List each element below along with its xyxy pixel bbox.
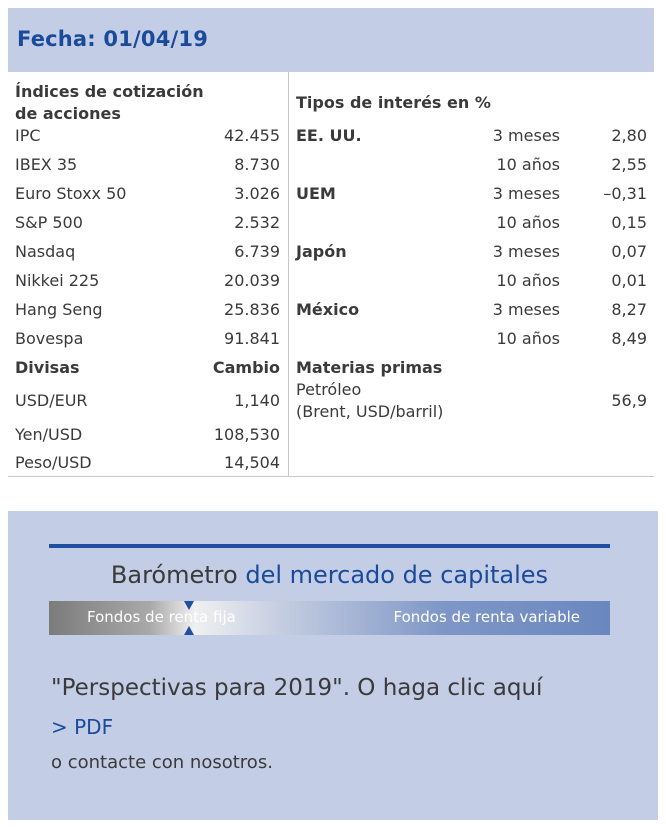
rate-term: 10 años — [496, 329, 560, 348]
index-name: Bovespa — [15, 329, 84, 348]
barometro-title: Barómetro del mercado de capitales — [49, 560, 610, 590]
indices-heading-line1: Índices de cotización — [15, 82, 204, 101]
index-value: 91.841 — [224, 329, 280, 348]
index-value: 8.730 — [234, 155, 280, 174]
date-header: Fecha: 01/04/19 — [8, 8, 654, 72]
panel-top-rule — [49, 544, 610, 548]
pdf-link[interactable]: > PDF — [51, 715, 114, 739]
index-name: S&P 500 — [15, 213, 83, 232]
bar-label-renta-variable: Fondos de renta variable — [393, 608, 580, 626]
rate-region: Japón — [296, 242, 347, 261]
cambio-heading: Cambio — [212, 358, 280, 377]
index-name: Euro Stoxx 50 — [15, 184, 127, 203]
index-name: Hang Seng — [15, 300, 103, 319]
indices-heading-line2: de acciones — [15, 104, 121, 123]
perspectivas-text: "Perspectivas para 2019". O haga clic aq… — [51, 675, 543, 701]
index-value: 25.836 — [224, 300, 280, 319]
currency-name: USD/EUR — [15, 391, 88, 410]
index-value: 2.532 — [234, 213, 280, 232]
barometro-title-part1: Barómetro — [110, 561, 238, 589]
rate-value: 0,01 — [611, 271, 647, 290]
index-name: Nasdaq — [15, 242, 76, 261]
rate-value: 8,49 — [611, 329, 647, 348]
commodity-value: 56,9 — [611, 391, 647, 410]
bar-label-renta-fija: Fondos de renta fija — [87, 608, 236, 626]
currency-name: Peso/USD — [15, 453, 92, 472]
rate-value: 0,07 — [611, 242, 647, 261]
index-name: IPC — [15, 126, 41, 145]
rate-region: EE. UU. — [296, 126, 362, 145]
rate-value: –0,31 — [603, 184, 647, 203]
rate-term: 3 meses — [492, 184, 560, 203]
contact-text: o contacte con nosotros. — [51, 752, 273, 773]
currency-value: 108,530 — [213, 425, 280, 444]
currency-value: 1,140 — [234, 391, 280, 410]
index-value: 3.026 — [234, 184, 280, 203]
index-value: 6.739 — [234, 242, 280, 261]
currency-value: 14,504 — [224, 453, 280, 472]
rate-region: México — [296, 300, 360, 319]
rate-term: 3 meses — [492, 242, 560, 261]
column-divider — [288, 72, 289, 476]
position-marker-icon — [184, 601, 194, 635]
commodity-name: Petróleo — [296, 380, 362, 399]
rate-value: 2,55 — [611, 155, 647, 174]
rate-term: 3 meses — [492, 300, 560, 319]
rate-term: 10 años — [496, 271, 560, 290]
divisas-heading: Divisas — [15, 358, 80, 377]
rate-value: 8,27 — [611, 300, 647, 319]
fund-gradient-bar: Fondos de renta fija Fondos de renta var… — [49, 601, 610, 635]
date-title: Fecha: 01/04/19 — [17, 27, 209, 51]
rate-value: 0,15 — [611, 213, 647, 232]
rate-value: 2,80 — [611, 126, 647, 145]
barometro-title-part2: del mercado de capitales — [245, 561, 549, 589]
index-value: 20.039 — [224, 271, 280, 290]
rate-term: 3 meses — [492, 126, 560, 145]
table-bottom-rule — [8, 476, 654, 477]
rate-term: 10 años — [496, 213, 560, 232]
index-value: 42.455 — [224, 126, 280, 145]
rate-term: 10 años — [496, 155, 560, 174]
index-name: IBEX 35 — [15, 155, 78, 174]
index-name: Nikkei 225 — [15, 271, 100, 290]
materias-heading: Materias primas — [296, 358, 443, 377]
commodity-unit: (Brent, USD/barril) — [296, 402, 444, 421]
rate-region: UEM — [296, 184, 336, 203]
currency-name: Yen/USD — [15, 425, 83, 444]
tipos-heading: Tipos de interés en % — [296, 93, 491, 112]
barometro-panel — [8, 511, 658, 820]
